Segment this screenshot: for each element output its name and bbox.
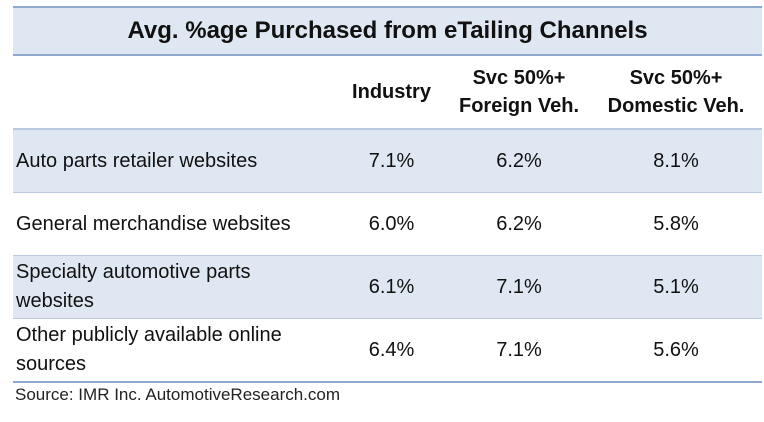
row-label-line: websites: [16, 290, 94, 312]
cell-foreign: 7.1%: [496, 338, 542, 361]
cell-industry: 7.1%: [368, 149, 415, 172]
table-row: Other publicly available online sources …: [13, 319, 762, 383]
row-label: Other publicly available online sources: [13, 321, 335, 379]
cell-domestic: 8.1%: [653, 149, 699, 172]
cell-domestic: 5.6%: [653, 338, 699, 361]
row-label: Specialty automotive parts websites: [13, 258, 335, 316]
row-label-line: Specialty automotive parts: [16, 261, 251, 283]
cell-foreign: 6.2%: [496, 149, 542, 172]
table-row: Specialty automotive parts websites 6.1%…: [13, 255, 762, 319]
cell-domestic: 5.8%: [653, 212, 699, 235]
row-label: General merchandise websites: [13, 210, 335, 239]
cell-foreign: 7.1%: [496, 275, 542, 298]
cell-industry: 6.4%: [368, 338, 415, 361]
table-row: Auto parts retailer websites 7.1% 6.2% 8…: [13, 129, 762, 193]
header-domestic-line-2: Domestic Veh.: [607, 95, 745, 117]
row-label: Auto parts retailer websites: [13, 147, 335, 176]
header-domestic-line-1: Svc 50%+: [629, 67, 723, 89]
cell-industry: 6.0%: [368, 212, 415, 235]
purchase-channel-table: Avg. %age Purchased from eTailing Channe…: [13, 6, 762, 383]
row-label-line: Other publicly available online: [16, 324, 282, 346]
header-foreign: Svc 50%+ Foreign Veh.: [448, 64, 590, 120]
header-foreign-line-1: Svc 50%+: [472, 67, 566, 89]
row-label-line: Auto parts retailer websites: [16, 149, 258, 172]
cell-foreign: 6.2%: [496, 212, 542, 235]
table-row: General merchandise websites 6.0% 6.2% 5…: [13, 193, 762, 255]
row-label-line: General merchandise websites: [16, 212, 291, 235]
header-industry: Industry: [352, 81, 431, 103]
table-title: Avg. %age Purchased from eTailing Channe…: [13, 6, 762, 56]
source-note: Source: IMR Inc. AutomotiveResearch.com: [15, 385, 341, 404]
header-domestic: Svc 50%+ Domestic Veh.: [590, 64, 762, 120]
cell-industry: 6.1%: [368, 275, 415, 298]
table-header-row: Industry Svc 50%+ Foreign Veh. Svc 50%+ …: [13, 56, 762, 129]
cell-domestic: 5.1%: [653, 275, 699, 298]
header-foreign-line-2: Foreign Veh.: [458, 95, 580, 117]
row-label-line: sources: [16, 353, 87, 375]
